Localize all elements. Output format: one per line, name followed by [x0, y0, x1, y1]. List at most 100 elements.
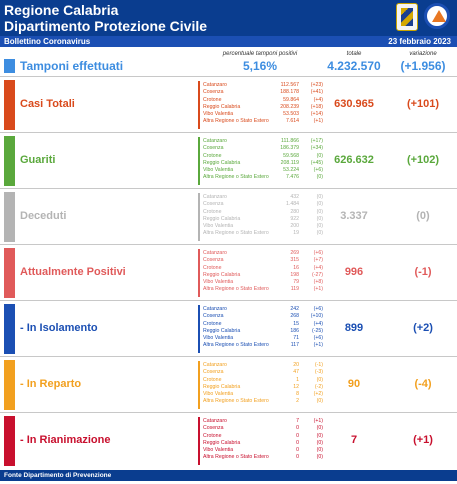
tamponi-pct: 5,16%	[242, 59, 278, 73]
province-breakdown: Catanzaro 7 (+1) Cosenza 0 (0) Crotone 0 (0) Regg…	[203, 418, 323, 462]
province-value: 208.119	[280, 159, 299, 166]
province-delta: (+7)	[313, 257, 323, 264]
section-variation: (+1)	[413, 434, 433, 446]
province-value: 0	[296, 439, 299, 446]
section-divider	[198, 137, 200, 185]
province-name: Crotone	[203, 376, 222, 383]
province-value: 188.178	[280, 89, 299, 96]
province-delta: (+45)	[310, 159, 323, 166]
region-title: Regione Calabria	[4, 2, 119, 18]
province-delta: (+6)	[313, 306, 323, 312]
province-row: Altra Regione o Stato Estero 2 (0)	[203, 398, 323, 405]
province-delta: (+10)	[310, 313, 323, 320]
province-row: Catanzaro 111.866 (+17)	[203, 138, 323, 145]
province-delta: (0)	[316, 152, 323, 159]
province-name: Vibo Valentia	[203, 335, 234, 342]
section-label: Casi Totali	[20, 98, 75, 110]
province-name: Crotone	[203, 152, 222, 159]
province-name: Cosenza	[203, 89, 224, 96]
province-name: Reggio Calabria	[203, 215, 241, 222]
province-name: Vibo Valentia	[203, 111, 234, 118]
province-breakdown: Catanzaro 242 (+6) Cosenza 268 (+10) Crotone 15…	[203, 306, 323, 350]
province-row: Catanzaro 7 (+1)	[203, 418, 323, 425]
section-label: Attualmente Positivi	[20, 266, 126, 278]
province-delta: (0)	[316, 174, 323, 181]
section-total: 899	[344, 322, 364, 334]
bulletin-bar: Bollettino Coronavirus 23 febbraio 2023	[0, 36, 457, 47]
province-value: 2	[296, 398, 299, 405]
section-separator	[0, 132, 457, 133]
province-name: Catanzaro	[203, 82, 227, 88]
province-name: Vibo Valentia	[203, 279, 234, 286]
province-name: Altra Regione o Stato Estero	[203, 118, 269, 125]
section-separator	[0, 244, 457, 245]
province-name: Catanzaro	[203, 194, 227, 200]
province-name: Altra Regione o Stato Estero	[203, 342, 269, 349]
province-breakdown: Catanzaro 432 (0) Cosenza 1.484 (0) Crotone 280…	[203, 194, 323, 238]
province-delta: (0)	[316, 194, 323, 200]
province-value: 186.379	[280, 145, 299, 152]
province-row: Reggio Calabria 198 (-27)	[203, 272, 323, 279]
section-total: 90	[347, 378, 361, 390]
province-value: 186	[290, 327, 299, 334]
province-name: Cosenza	[203, 257, 224, 264]
region-coat-of-arms-icon	[396, 3, 418, 31]
province-value: 59.864	[283, 96, 299, 103]
province-value: 268	[290, 313, 299, 320]
province-delta: (-3)	[314, 369, 323, 376]
tamponi-color-bar	[4, 59, 15, 73]
section-separator	[0, 76, 457, 77]
province-name: Catanzaro	[203, 418, 227, 424]
section-separator	[0, 188, 457, 189]
province-value: 280	[290, 208, 299, 215]
province-name: Catanzaro	[203, 362, 227, 368]
section-total: 630.965	[334, 98, 374, 110]
province-value: 200	[290, 223, 299, 230]
province-row: Reggio Calabria 186 (-25)	[203, 328, 323, 335]
province-breakdown: Catanzaro 111.866 (+17) Cosenza 186.379 (+34)…	[203, 138, 323, 182]
province-row: Crotone 1 (0)	[203, 377, 323, 384]
province-name: Reggio Calabria	[203, 327, 241, 334]
province-name: Vibo Valentia	[203, 391, 234, 398]
province-delta: (-25)	[312, 327, 323, 334]
province-row: Altra Regione o Stato Estero 117 (+1)	[203, 342, 323, 349]
section-in-reparto: - In Reparto Catanzaro 20 (-1) Cosenza 47 (-3)…	[0, 357, 457, 413]
province-row: Vibo Valentia 71 (+6)	[203, 335, 323, 342]
province-row: Vibo Valentia 0 (0)	[203, 447, 323, 454]
section-variation: (-1)	[414, 266, 432, 278]
province-delta: (+18)	[310, 103, 323, 110]
province-value: 15	[293, 320, 299, 327]
province-row: Crotone 16 (+4)	[203, 265, 323, 272]
footer-source: Fonte Dipartimento di Prevenzione	[4, 472, 112, 479]
section-color-bar	[4, 136, 15, 186]
section-deceduti: Deceduti Catanzaro 432 (0) Cosenza 1.484 (0) Cr…	[0, 189, 457, 245]
province-value: 0	[296, 432, 299, 439]
province-value: 0	[296, 425, 299, 432]
province-row: Crotone 15 (+4)	[203, 321, 323, 328]
province-name: Cosenza	[203, 201, 224, 208]
tamponi-variation: (+1.956)	[400, 59, 446, 73]
province-name: Catanzaro	[203, 306, 227, 312]
province-delta: (-1)	[314, 362, 323, 368]
province-row: Reggio Calabria 922 (0)	[203, 216, 323, 223]
province-row: Reggio Calabria 208.119 (+45)	[203, 160, 323, 167]
province-name: Vibo Valentia	[203, 223, 234, 230]
province-delta: (+8)	[313, 279, 323, 286]
section-label: Guariti	[20, 154, 56, 166]
province-value: 1.484	[286, 201, 299, 208]
province-name: Vibo Valentia	[203, 167, 234, 174]
province-value: 1	[296, 376, 299, 383]
section-variation: (-4)	[414, 378, 432, 390]
province-row: Vibo Valentia 8 (+2)	[203, 391, 323, 398]
tamponi-label: Tamponi effettuati	[20, 59, 124, 73]
bulletin-date: 23 febbraio 2023	[388, 37, 451, 46]
footer: Fonte Dipartimento di Prevenzione	[0, 470, 457, 481]
total-column-header: totale	[346, 51, 362, 57]
province-delta: (0)	[316, 454, 323, 461]
province-delta: (0)	[316, 439, 323, 446]
province-delta: (-27)	[312, 271, 323, 278]
province-name: Altra Regione o Stato Estero	[203, 398, 269, 405]
province-delta: (+4)	[313, 264, 323, 271]
province-row: Crotone 280 (0)	[203, 209, 323, 216]
province-delta: (-2)	[314, 383, 323, 390]
